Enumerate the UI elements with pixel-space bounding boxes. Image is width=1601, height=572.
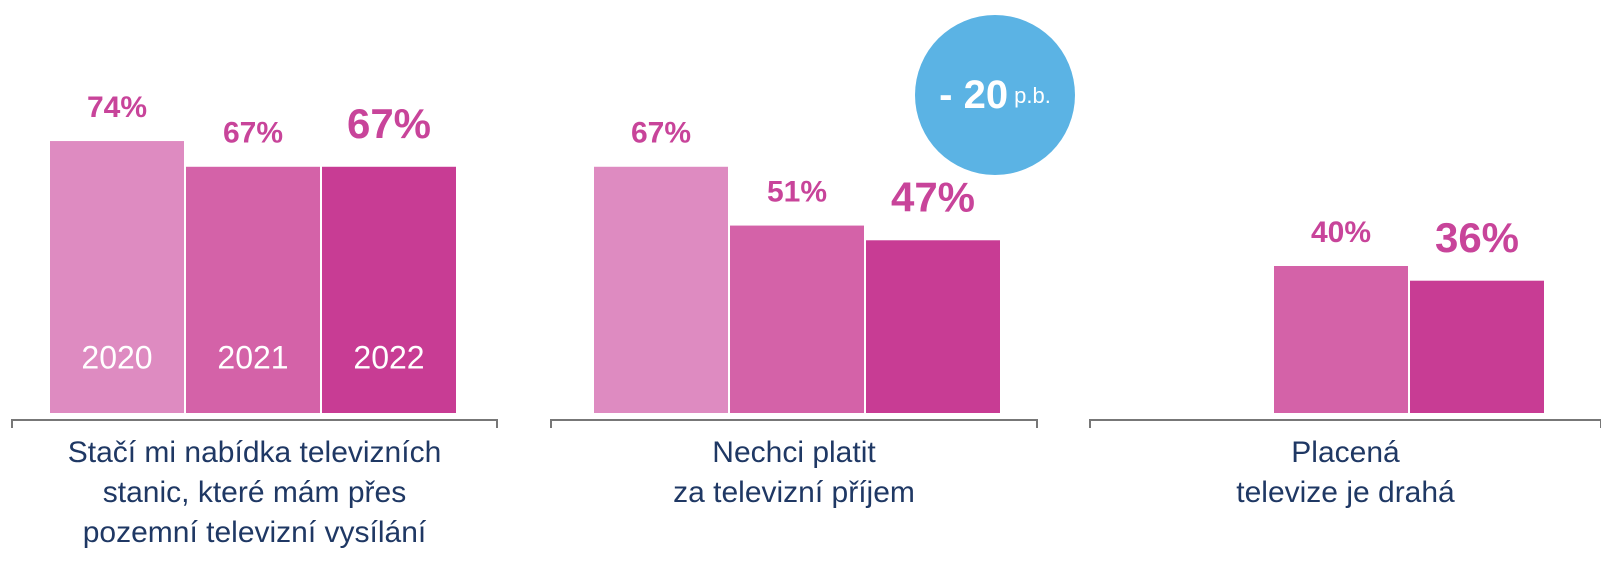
- value-label: 40%: [1311, 216, 1371, 249]
- category-label: Placená televize je drahá: [1236, 436, 1455, 509]
- category-label: Nechci platit za televizní příjem: [673, 436, 915, 509]
- axis-bracket: [550, 419, 1038, 428]
- bar: [866, 240, 1000, 413]
- bar: [186, 166, 320, 413]
- bar: [322, 166, 456, 413]
- bar: [50, 141, 184, 414]
- value-label: 67%: [631, 117, 691, 150]
- annotation-circle: [915, 15, 1075, 175]
- legend-label: 2021: [217, 339, 288, 375]
- bar: [1410, 280, 1544, 413]
- value-label: 51%: [767, 175, 827, 208]
- legend-label: 2020: [81, 339, 152, 375]
- bar: [730, 225, 864, 413]
- value-label: 67%: [347, 100, 431, 147]
- value-label: 74%: [87, 91, 147, 124]
- annotation-value: - 20: [939, 73, 1008, 117]
- value-label: 47%: [891, 173, 975, 220]
- legend-label: 2022: [353, 339, 424, 375]
- axis-bracket: [1089, 419, 1601, 428]
- axis-bracket: [11, 419, 498, 428]
- category-label: Stačí mi nabídka televizních stanic, kte…: [67, 436, 442, 549]
- bar: [594, 166, 728, 413]
- annotation: - 20 p.b.: [939, 73, 1051, 117]
- annotation-unit: p.b.: [1014, 83, 1051, 108]
- value-label: 36%: [1435, 214, 1519, 261]
- bar: [1274, 266, 1408, 413]
- value-label: 67%: [223, 117, 283, 150]
